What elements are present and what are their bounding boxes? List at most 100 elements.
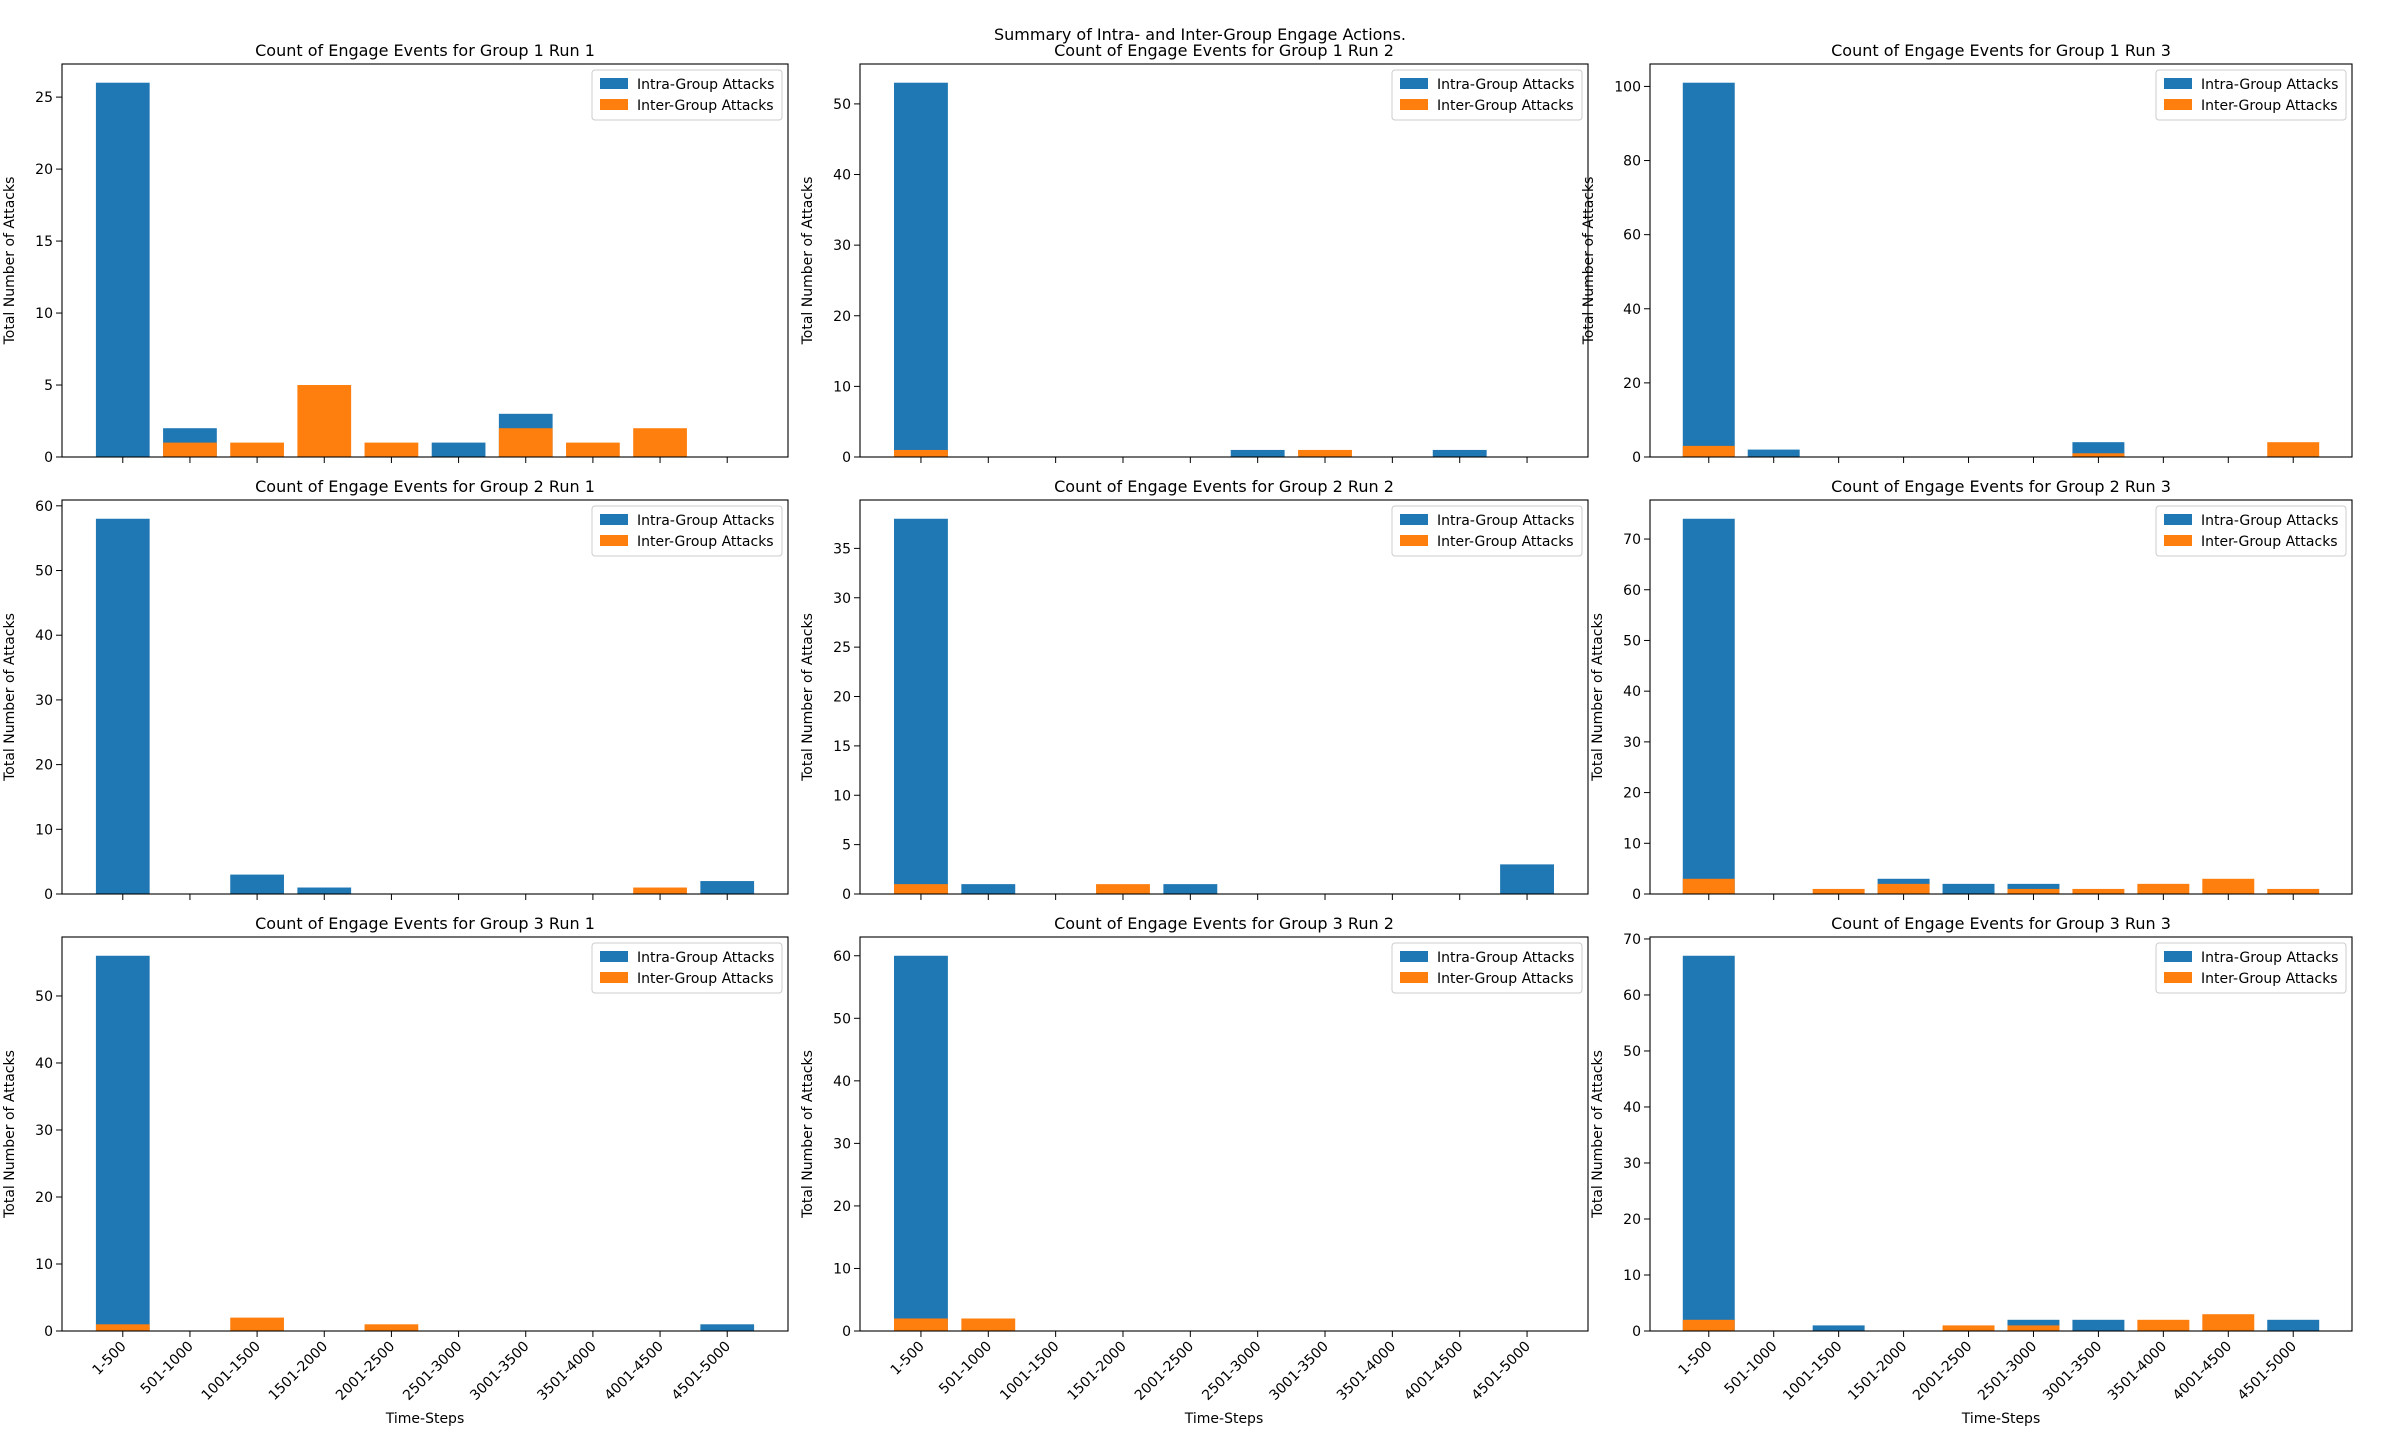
- intra-bar-2501-3000: [431, 442, 486, 457]
- axes-frame: [61, 63, 789, 458]
- intra-bar-1-500: [95, 82, 150, 458]
- intra-bar-3001-3500: [2072, 1319, 2125, 1331]
- y-axis-label: Total Number of Attacks: [2, 1050, 18, 1219]
- figure-suptitle: Summary of Intra- and Inter-Group Engage…: [994, 25, 1406, 44]
- y-axis-label: Total Number of Attacks: [1581, 177, 1597, 346]
- legend: Intra-Group Attacks Inter-Group Attacks: [2155, 505, 2347, 557]
- intra-bar-2001-2500: [1163, 884, 1218, 894]
- y-tick-label: 60: [833, 949, 851, 965]
- y-tick-label: 10: [1623, 836, 1641, 852]
- x-tick-label: 3001-3500: [1267, 1339, 1332, 1404]
- y-tick-label: 5: [842, 838, 851, 854]
- y-tick-label: 0: [1632, 887, 1641, 903]
- y-tick-label: 25: [35, 90, 53, 106]
- chart-panel-2: 0 10 20 30 40 50 Count of Engage Events for Gr…: [800, 41, 1589, 466]
- y-axis-label: Total Number of Attacks: [1590, 613, 1606, 782]
- inter-legend-swatch: [600, 99, 628, 110]
- x-tick-label: 4501-5000: [1469, 1339, 1534, 1404]
- inter-bar-1501-2000: [297, 385, 352, 457]
- intra-bar-2501-3000: [1230, 449, 1285, 457]
- legend-label: Intra-Group Attacks: [2201, 950, 2338, 966]
- inter-bar-1-500: [894, 1318, 948, 1331]
- intra-bar-4501-5000: [2267, 1319, 2320, 1331]
- intra-bar-4501-5000: [700, 881, 755, 894]
- inter-bar-4001-4500: [633, 428, 687, 457]
- inter-bar-1001-1500: [230, 1317, 284, 1331]
- intra-bar-1-500: [95, 955, 150, 1331]
- legend-label: Intra-Group Attacks: [1437, 513, 1574, 529]
- chart-panel-3: 0 20 40 60 80 100 Count of Engage Events for G…: [1581, 41, 2353, 466]
- chart-panel-6: 0 10 20 30 40 50 60 70 Count of Engage Events fo…: [1590, 477, 2353, 903]
- inter-bar-1-500: [894, 449, 948, 457]
- y-tick-label: 40: [1623, 684, 1641, 700]
- inter-bar-1-500: [1682, 878, 1735, 894]
- y-tick-label: 60: [1623, 583, 1641, 599]
- y-tick-label: 50: [35, 564, 53, 580]
- legend-label: Inter-Group Attacks: [637, 534, 774, 550]
- x-tick-label: 3501-4000: [2105, 1339, 2170, 1404]
- chart-panel-8: 0 10 20 30 40 50 60 1-500 501-1000 1001-1500 1501-…: [800, 914, 1589, 1427]
- y-tick-label: 30: [1623, 735, 1641, 751]
- chart-panel-4: 0 10 20 30 40 50 60 Count of Engage Events for …: [2, 477, 789, 903]
- intra-legend-swatch: [600, 514, 628, 525]
- y-tick-label: 10: [35, 306, 53, 322]
- inter-legend-swatch: [1400, 535, 1428, 546]
- intra-bar-4501-5000: [700, 1324, 755, 1331]
- inter-bar-1-500: [894, 884, 948, 894]
- intra-legend-swatch: [2164, 951, 2192, 962]
- y-tick-label: 50: [35, 989, 53, 1005]
- legend-box: [591, 505, 783, 557]
- x-tick-label: 1001-1500: [997, 1339, 1062, 1404]
- legend-label: Intra-Group Attacks: [637, 950, 774, 966]
- y-tick-label: 10: [833, 379, 851, 395]
- x-tick-label: 4001-4500: [602, 1339, 667, 1404]
- chart-title: Count of Engage Events for Group 2 Run 1: [255, 477, 595, 496]
- x-tick-label: 3001-3500: [467, 1339, 532, 1404]
- y-tick-label: 15: [35, 234, 53, 250]
- chart-panel-5: 0 5 10 15 20 25 30 35 Count of Engage Events for…: [800, 477, 1589, 903]
- legend: Intra-Group Attacks Inter-Group Attacks: [1391, 69, 1583, 121]
- x-axis-label: Time-Steps: [385, 1411, 464, 1427]
- y-tick-label: 30: [1623, 1156, 1641, 1172]
- axes-frame: [1649, 936, 2353, 1332]
- intra-legend-swatch: [1400, 78, 1428, 89]
- inter-legend-swatch: [2164, 972, 2192, 983]
- chart-title: Count of Engage Events for Group 3 Run 2: [1054, 914, 1394, 933]
- intra-bar-1501-2000: [297, 887, 352, 894]
- inter-bar-4501-5000: [2267, 442, 2320, 457]
- y-tick-label: 10: [35, 1257, 53, 1273]
- intra-bar-1-500: [1682, 518, 1735, 894]
- intra-bar-1-500: [894, 518, 948, 894]
- y-tick-label: 30: [35, 693, 53, 709]
- legend-label: Inter-Group Attacks: [2201, 534, 2338, 550]
- x-tick-label: 501-1000: [1722, 1339, 1781, 1398]
- y-tick-label: 0: [44, 1324, 53, 1340]
- x-tick-label: 4001-4500: [2170, 1339, 2235, 1404]
- inter-bar-3501-4000: [2137, 883, 2190, 894]
- legend-label: Inter-Group Attacks: [637, 971, 774, 987]
- chart-panel-9: 0 10 20 30 40 50 60 70 1-500 501-1000 1001-1500 150…: [1590, 914, 2353, 1427]
- inter-bar-3001-3500: [1298, 449, 1352, 457]
- x-tick-label: 1501-2000: [1065, 1339, 1130, 1404]
- legend-box: [1391, 942, 1583, 994]
- inter-bar-1001-1500: [230, 442, 284, 457]
- x-tick-label: 2001-2500: [1132, 1339, 1197, 1404]
- y-tick-label: 25: [833, 640, 851, 656]
- chart-panel-7: 0 10 20 30 40 50 1-500 501-1000 1001-1500 1501-20…: [2, 914, 789, 1427]
- y-tick-label: 0: [44, 450, 53, 466]
- y-tick-label: 40: [833, 168, 851, 184]
- axes-frame: [61, 936, 789, 1332]
- x-tick-label: 4501-5000: [2235, 1339, 2300, 1404]
- intra-bar-1-500: [95, 518, 150, 894]
- x-tick-label: 1001-1500: [199, 1339, 264, 1404]
- y-tick-label: 0: [842, 450, 851, 466]
- legend-label: Intra-Group Attacks: [2201, 77, 2338, 93]
- inter-bar-4001-4500: [2202, 878, 2255, 894]
- inter-legend-swatch: [2164, 535, 2192, 546]
- inter-bar-1501-2000: [1877, 883, 1930, 894]
- legend-box: [591, 69, 783, 121]
- intra-bar-1-500: [894, 955, 948, 1331]
- x-tick-label: 1001-1500: [1780, 1339, 1845, 1404]
- intra-legend-swatch: [600, 78, 628, 89]
